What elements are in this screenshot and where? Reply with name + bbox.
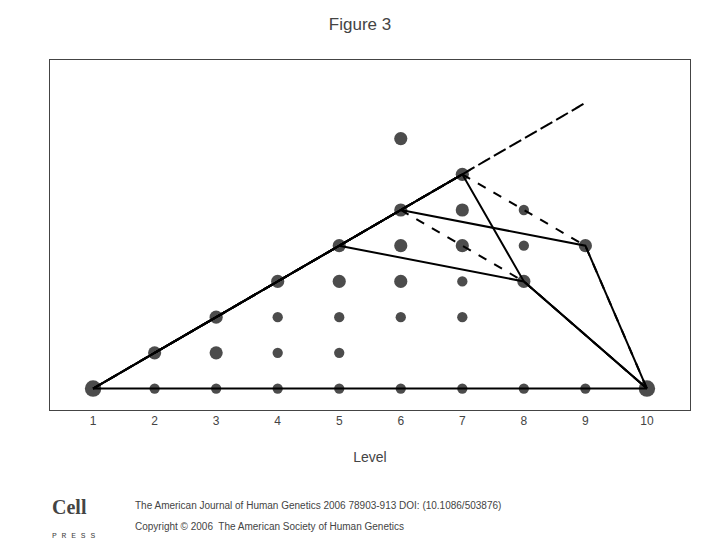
svg-text:10: 10 (640, 414, 654, 428)
svg-text:5: 5 (336, 414, 343, 428)
svg-text:4: 4 (274, 414, 281, 428)
svg-text:9: 9 (582, 414, 589, 428)
svg-text:6: 6 (397, 414, 404, 428)
svg-text:3: 3 (213, 414, 220, 428)
svg-text:Figure 3: Figure 3 (329, 15, 391, 34)
svg-text:8: 8 (521, 414, 528, 428)
svg-text:7: 7 (459, 414, 466, 428)
svg-text:Cell: Cell (52, 496, 87, 518)
svg-text:2: 2 (151, 414, 158, 428)
svg-text:P R E S S: P R E S S (52, 531, 95, 540)
svg-text:The American Journal of Human: The American Journal of Human Genetics 2… (135, 500, 501, 511)
svg-text:Copyright © 2006 The American: Copyright © 2006 The American Society of… (135, 521, 404, 532)
svg-text:1: 1 (90, 414, 97, 428)
svg-text:Level: Level (353, 449, 386, 465)
